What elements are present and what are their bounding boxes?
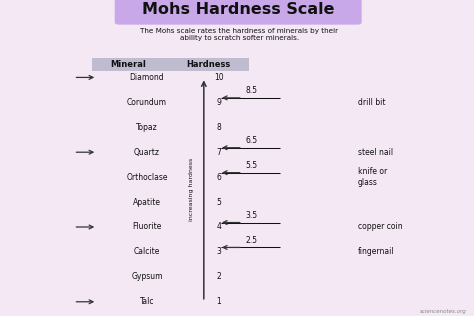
Text: fingernail: fingernail [358, 247, 394, 256]
FancyBboxPatch shape [92, 58, 249, 71]
Text: knife or
glass: knife or glass [358, 167, 387, 187]
Text: Quartz: Quartz [134, 148, 160, 157]
Text: Calcite: Calcite [134, 247, 160, 256]
Text: 3: 3 [217, 247, 221, 256]
Text: 8.5: 8.5 [245, 86, 257, 95]
Text: Corundum: Corundum [127, 98, 167, 107]
Text: 7: 7 [217, 148, 221, 157]
Text: 6.5: 6.5 [245, 136, 257, 145]
Text: 2: 2 [217, 272, 221, 281]
Text: Talc: Talc [140, 297, 154, 306]
Text: Diamond: Diamond [129, 73, 164, 82]
Text: 2.5: 2.5 [245, 236, 257, 245]
Text: 10: 10 [214, 73, 224, 82]
Text: Topaz: Topaz [136, 123, 158, 132]
Text: 4: 4 [217, 222, 221, 232]
Text: Mohs Hardness Scale: Mohs Hardness Scale [142, 2, 335, 17]
Text: 8: 8 [217, 123, 221, 132]
Text: Apatite: Apatite [133, 198, 161, 207]
Text: Orthoclase: Orthoclase [126, 173, 168, 182]
Text: The Mohs scale rates the hardness of minerals by their
ability to scratch softer: The Mohs scale rates the hardness of min… [140, 28, 338, 41]
Text: 5: 5 [217, 198, 221, 207]
Text: drill bit: drill bit [358, 98, 385, 107]
Text: copper coin: copper coin [358, 222, 402, 232]
Text: sciencenotes.org: sciencenotes.org [420, 309, 467, 314]
Text: 6: 6 [217, 173, 221, 182]
Text: Fluorite: Fluorite [132, 222, 162, 232]
FancyBboxPatch shape [115, 0, 362, 25]
Text: 1: 1 [217, 297, 221, 306]
Text: steel nail: steel nail [358, 148, 393, 157]
Text: 5.5: 5.5 [245, 161, 257, 170]
Text: 9: 9 [217, 98, 221, 107]
Text: 3.5: 3.5 [245, 211, 257, 220]
Text: Hardness: Hardness [186, 60, 231, 69]
Text: Mineral: Mineral [110, 60, 146, 69]
Text: increasing hardness: increasing hardness [190, 158, 194, 221]
Text: Gypsum: Gypsum [131, 272, 163, 281]
